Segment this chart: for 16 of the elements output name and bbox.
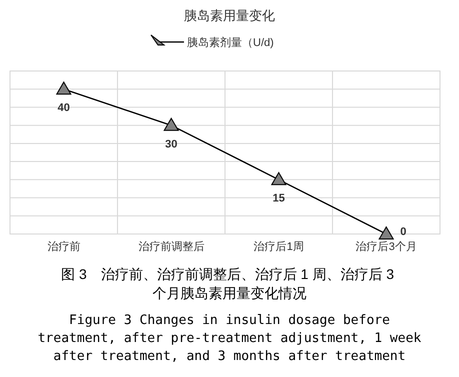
chart-title: 胰岛素用量变化 — [184, 8, 275, 23]
data-label: 30 — [165, 138, 178, 150]
point — [378, 226, 394, 240]
data-label: 40 — [58, 102, 70, 114]
legend-label: 胰岛素剂量（U/d) — [187, 36, 274, 49]
caption: 图 3 治疗前、治疗前调整后、治疗后 1 周、治疗后 3 个月胰岛素用量变化情况 — [61, 266, 398, 301]
x-tick-label: 治疗前调整后 — [138, 240, 204, 253]
data-label: 0 — [400, 226, 406, 238]
x-tick-label: 治疗后1周 — [254, 240, 304, 253]
x-tick-label: 治疗后3个月 — [356, 240, 417, 253]
x-tick-label: 治疗前 — [47, 240, 80, 253]
caption: Figure 3 Changes in insulin dosage before treatment, after pre-treatment adjustment, 1 week after treatment, and 3 months after treatment — [38, 313, 422, 364]
data-label: 15 — [272, 192, 285, 205]
point — [56, 82, 72, 95]
point — [164, 118, 179, 131]
point — [271, 172, 286, 186]
